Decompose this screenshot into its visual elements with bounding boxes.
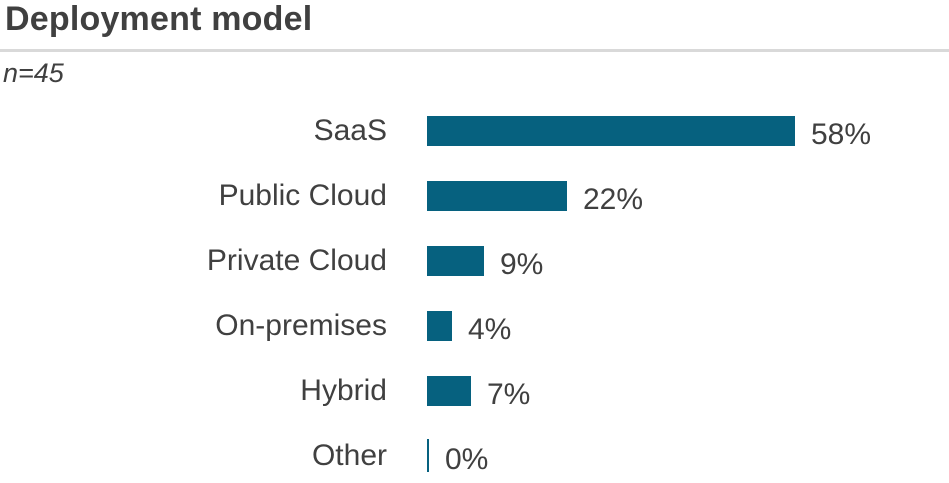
page-title: Deployment model bbox=[5, 0, 313, 38]
bar bbox=[427, 439, 429, 472]
bar-row: SaaS 58% bbox=[0, 98, 949, 163]
bar bbox=[427, 115, 795, 146]
category-label: SaaS bbox=[313, 113, 387, 147]
value-label: 9% bbox=[500, 247, 544, 281]
bar-row: Public Cloud 22% bbox=[0, 163, 949, 228]
value-label: 58% bbox=[811, 117, 872, 151]
bar-track: 22% bbox=[387, 179, 949, 216]
value-label: 22% bbox=[583, 182, 644, 216]
bar bbox=[427, 310, 452, 341]
bar-track: 0% bbox=[387, 439, 949, 476]
bar-track: 7% bbox=[387, 374, 949, 411]
value-label: 7% bbox=[487, 377, 531, 411]
bar-row: Other 0% bbox=[0, 423, 949, 483]
bar bbox=[427, 180, 567, 211]
bar bbox=[427, 245, 484, 276]
title-divider bbox=[0, 49, 949, 52]
category-label: On-premises bbox=[215, 308, 387, 342]
category-label: Hybrid bbox=[300, 373, 387, 407]
category-label: Other bbox=[311, 438, 387, 472]
bar-row: Hybrid 7% bbox=[0, 358, 949, 423]
bar-row: On-premises 4% bbox=[0, 293, 949, 358]
bar-chart: SaaS 58% Public Cloud 22% Private Cloud 9% On-… bbox=[0, 98, 949, 483]
bar-track: 9% bbox=[387, 244, 949, 281]
sample-size-label: n=45 bbox=[3, 58, 64, 88]
bar-rows: SaaS 58% Public Cloud 22% Private Cloud 9% On-… bbox=[0, 98, 949, 483]
value-label: 0% bbox=[445, 442, 489, 476]
category-label: Private Cloud bbox=[206, 243, 387, 277]
bar-track: 58% bbox=[387, 114, 949, 151]
value-label: 4% bbox=[468, 312, 512, 346]
category-label: Public Cloud bbox=[218, 178, 387, 212]
bar-track: 4% bbox=[387, 309, 949, 346]
bar bbox=[427, 375, 471, 406]
bar-row: Private Cloud 9% bbox=[0, 228, 949, 293]
